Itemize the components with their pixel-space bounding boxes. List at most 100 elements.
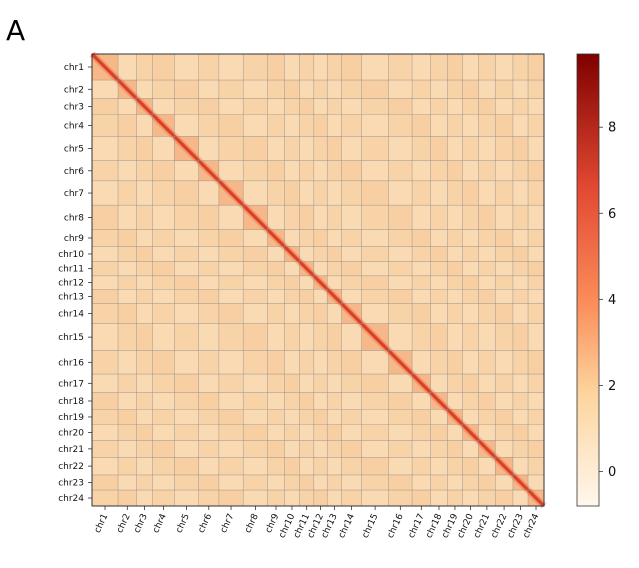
heatmap-block [218, 303, 244, 324]
heatmap-block [267, 350, 285, 375]
heatmap-block [152, 440, 175, 458]
heatmap-block [243, 114, 268, 137]
heatmap-block [528, 98, 544, 115]
heatmap-block [174, 392, 199, 410]
y-tick-label: chr10 [58, 250, 84, 260]
heatmap-block [327, 246, 342, 262]
heatmap-block [430, 205, 448, 230]
heatmap-block [313, 409, 328, 425]
heatmap-block [327, 474, 342, 491]
heatmap-block [447, 114, 463, 137]
heatmap-block [299, 205, 314, 230]
heatmap-block [92, 261, 119, 276]
heatmap-block [495, 490, 513, 506]
heatmap-block [495, 261, 513, 276]
heatmap-block [136, 180, 153, 206]
heatmap-block [528, 80, 544, 99]
x-tick-label: chr7 [219, 512, 237, 534]
heatmap-block [388, 440, 413, 458]
heatmap-block [447, 392, 463, 410]
heatmap-block [388, 275, 413, 290]
heatmap-block [412, 246, 431, 262]
heatmap-block [478, 54, 496, 81]
heatmap-block [361, 374, 389, 393]
heatmap-block [495, 136, 513, 161]
heatmap-block [198, 180, 219, 206]
heatmap-block [495, 205, 513, 230]
heatmap-block [198, 350, 219, 375]
heatmap-block [152, 136, 175, 161]
heatmap-block [430, 350, 448, 375]
heatmap-block [299, 457, 314, 475]
heatmap-block [495, 440, 513, 458]
heatmap-block [92, 229, 119, 247]
heatmap-block [284, 323, 300, 351]
heatmap-block [152, 246, 175, 262]
heatmap-block [528, 160, 544, 181]
heatmap-block [313, 136, 328, 161]
heatmap-block [299, 80, 314, 99]
y-tick-labels: chr1 chr2 chr3 chr4 chr5 chr6 chr7 chr8 chr9 chr1… [58, 63, 92, 504]
heatmap-block [361, 424, 389, 441]
heatmap-block [152, 229, 175, 247]
heatmap-block [528, 246, 544, 262]
heatmap-block [136, 303, 153, 324]
heatmap-block [430, 80, 448, 99]
heatmap-block [243, 98, 268, 115]
heatmap-block [152, 261, 175, 276]
heatmap-block [152, 323, 175, 351]
heatmap-block [478, 350, 496, 375]
heatmap-block [198, 275, 219, 290]
heatmap-block [152, 289, 175, 304]
heatmap-block [243, 392, 268, 410]
heatmap-block [388, 205, 413, 230]
heatmap-block [313, 114, 328, 137]
y-tick-label: chr22 [58, 462, 84, 472]
heatmap-block [528, 180, 544, 206]
heatmap-block [462, 80, 479, 99]
heatmap-block [267, 160, 285, 181]
heatmap-block [92, 160, 119, 181]
heatmap-block [136, 490, 153, 506]
heatmap-block [388, 114, 413, 137]
heatmap-block [341, 261, 362, 276]
heatmap-block [361, 136, 389, 161]
heatmap-block [447, 229, 463, 247]
heatmap-block [136, 275, 153, 290]
heatmap-block [198, 323, 219, 351]
heatmap-block [327, 114, 342, 137]
heatmap-block [118, 490, 137, 506]
heatmap-block [341, 289, 362, 304]
heatmap-block [462, 440, 479, 458]
heatmap-block [528, 350, 544, 375]
y-tick-label: chr6 [64, 167, 84, 177]
heatmap-block [284, 80, 300, 99]
heatmap-block [447, 136, 463, 161]
heatmap-block [243, 409, 268, 425]
heatmap-block [512, 114, 529, 137]
heatmap-block [478, 114, 496, 137]
heatmap-block [299, 424, 314, 441]
heatmap-block [341, 205, 362, 230]
heatmap-block [136, 374, 153, 393]
heatmap-block [267, 289, 285, 304]
heatmap-block [284, 205, 300, 230]
heatmap-block [92, 205, 119, 230]
heatmap-block [462, 350, 479, 375]
heatmap-block [267, 440, 285, 458]
heatmap-block [174, 409, 199, 425]
heatmap-block [512, 457, 529, 475]
heatmap-block [136, 323, 153, 351]
heatmap-block [152, 98, 175, 115]
heatmap-block [198, 289, 219, 304]
heatmap-block [218, 160, 244, 181]
heatmap-block [447, 205, 463, 230]
heatmap-block [198, 54, 219, 81]
heatmap-block [118, 409, 137, 425]
heatmap-block [512, 98, 529, 115]
heatmap-block [299, 160, 314, 181]
heatmap-block [198, 392, 219, 410]
y-tick-label: chr16 [58, 358, 84, 368]
x-tick-label: chr2 [115, 512, 133, 534]
heatmap-block [462, 114, 479, 137]
